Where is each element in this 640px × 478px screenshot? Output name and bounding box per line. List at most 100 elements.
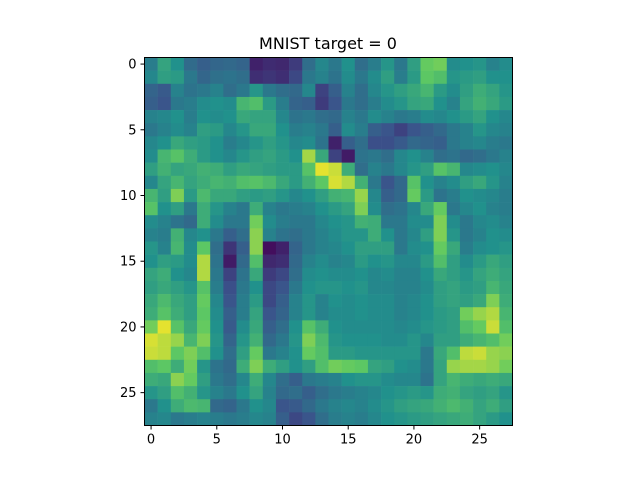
heatmap-cell (170, 320, 185, 334)
heatmap-cell (354, 307, 369, 321)
heatmap-cell (381, 70, 395, 85)
heatmap-cell (157, 333, 172, 347)
heatmap-cell (144, 110, 158, 124)
heatmap-cell (183, 241, 198, 255)
heatmap-cell (420, 307, 434, 321)
heatmap-cell (197, 359, 211, 374)
heatmap-cell (394, 307, 408, 321)
heatmap-cell (394, 57, 408, 71)
heatmap-cell (315, 267, 329, 282)
heatmap-cell (302, 123, 316, 137)
heatmap-cell (407, 294, 421, 308)
heatmap-cell (420, 202, 434, 216)
heatmap-cell (302, 149, 316, 163)
heatmap-cell (394, 149, 408, 163)
heatmap-cell (170, 267, 185, 282)
heatmap-cell (433, 202, 448, 216)
heatmap-cell (394, 267, 408, 282)
heatmap-cell (446, 215, 461, 229)
heatmap-cell (420, 149, 434, 163)
heatmap-cell (367, 110, 382, 124)
heatmap-cell (170, 228, 185, 242)
heatmap-cell (183, 320, 198, 334)
heatmap-cell (407, 70, 421, 85)
heatmap-cell (499, 188, 513, 203)
heatmap-cell (328, 215, 342, 229)
heatmap-cell (170, 386, 185, 400)
heatmap-cell (328, 267, 342, 282)
heatmap-cell (289, 228, 303, 242)
heatmap-cell (433, 333, 448, 347)
heatmap-cell (354, 359, 369, 374)
heatmap-cell (183, 136, 198, 150)
heatmap-cell (289, 254, 303, 269)
heatmap-cell (486, 215, 500, 229)
heatmap-cell (473, 412, 487, 426)
heatmap-cell (367, 267, 382, 282)
heatmap-cell (249, 386, 264, 400)
heatmap-cell (302, 333, 316, 347)
heatmap-cell (144, 136, 158, 150)
heatmap-cell (275, 96, 290, 111)
heatmap-cell (315, 320, 329, 334)
heatmap-cell (302, 188, 316, 203)
heatmap-cell (197, 215, 211, 229)
heatmap-cell (420, 57, 434, 71)
heatmap-cell (236, 294, 250, 308)
heatmap-cell (197, 57, 211, 71)
heatmap-cell (394, 412, 408, 426)
heatmap-cell (249, 280, 264, 295)
heatmap-cell (420, 359, 434, 374)
heatmap-cell (223, 386, 237, 400)
heatmap-cell (236, 307, 250, 321)
heatmap-cell (354, 162, 369, 177)
heatmap-cell (249, 202, 264, 216)
heatmap-cell (210, 175, 224, 190)
heatmap-cell (354, 412, 369, 426)
heatmap-cell (236, 372, 250, 387)
heatmap-cell (236, 412, 250, 426)
heatmap-cell (210, 57, 224, 71)
heatmap-cell (473, 241, 487, 255)
heatmap-cell (354, 83, 369, 98)
heatmap-cell (249, 149, 264, 163)
x-axis: 0 5 10 15 20 25 (147, 425, 488, 448)
heatmap-cell (197, 320, 211, 334)
heatmap-cell (407, 333, 421, 347)
heatmap-cell (486, 162, 500, 177)
heatmap-cell (183, 70, 198, 85)
heatmap-cell (473, 359, 487, 374)
heatmap-cell (394, 110, 408, 124)
heatmap-cell (210, 320, 224, 334)
heatmap-cell (197, 188, 211, 203)
heatmap-cell (170, 96, 185, 111)
heatmap-cell (354, 267, 369, 282)
heatmap-cell (354, 386, 369, 400)
heatmap-cell (341, 359, 356, 374)
heatmap-cell (210, 241, 224, 255)
heatmap-cell (249, 294, 264, 308)
heatmap-cell (223, 110, 237, 124)
heatmap-cell (394, 123, 408, 137)
heatmap-cell (170, 175, 185, 190)
heatmap-cell (289, 399, 303, 413)
heatmap-cell (473, 228, 487, 242)
heatmap-cell (486, 123, 500, 137)
heatmap-cell (249, 162, 264, 177)
heatmap-cell (144, 307, 158, 321)
heatmap-cell (289, 149, 303, 163)
heatmap-cell (341, 96, 356, 111)
heatmap-cell (420, 215, 434, 229)
heatmap-cell (170, 123, 185, 137)
heatmap-cell (183, 57, 198, 71)
heatmap-cell (262, 136, 277, 150)
heatmap-cell (486, 70, 500, 85)
heatmap-cell (367, 70, 382, 85)
heatmap-cell (459, 386, 474, 400)
heatmap-cell (446, 188, 461, 203)
heatmap-cell (394, 320, 408, 334)
heatmap-cell (473, 399, 487, 413)
heatmap-cell (144, 188, 158, 203)
heatmap-cell (210, 70, 224, 85)
heatmap-cell (157, 110, 172, 124)
